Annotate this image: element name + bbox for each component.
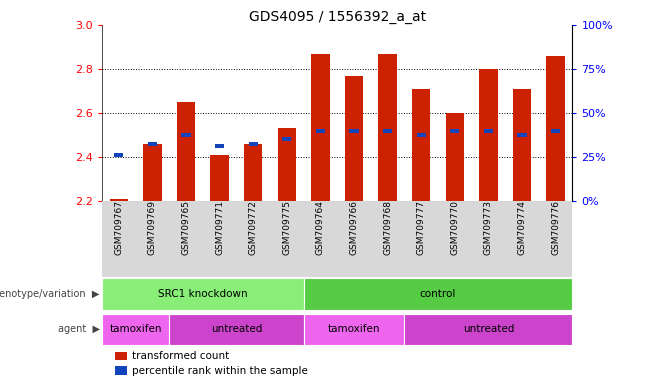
Text: untreated: untreated xyxy=(463,324,514,334)
Bar xyxy=(169,314,303,345)
Bar xyxy=(177,102,195,201)
Bar xyxy=(484,129,493,132)
Bar xyxy=(182,133,191,137)
Text: agent  ▶: agent ▶ xyxy=(58,324,99,334)
Bar xyxy=(349,129,359,132)
Bar xyxy=(378,54,397,201)
Title: GDS4095 / 1556392_a_at: GDS4095 / 1556392_a_at xyxy=(249,10,426,24)
Bar xyxy=(412,89,430,201)
Text: percentile rank within the sample: percentile rank within the sample xyxy=(132,366,307,376)
Bar xyxy=(244,144,263,201)
Bar xyxy=(109,199,128,201)
Bar xyxy=(405,314,572,345)
Bar xyxy=(303,314,405,345)
Bar xyxy=(450,129,459,132)
Text: tamoxifen: tamoxifen xyxy=(328,324,380,334)
Text: transformed count: transformed count xyxy=(132,351,229,361)
Text: genotype/variation  ▶: genotype/variation ▶ xyxy=(0,289,99,299)
Bar xyxy=(114,153,124,157)
Bar xyxy=(215,144,224,148)
Bar xyxy=(282,137,291,141)
Text: untreated: untreated xyxy=(211,324,262,334)
Bar xyxy=(311,54,330,201)
Bar xyxy=(517,133,526,137)
Bar xyxy=(102,278,303,310)
Bar xyxy=(102,314,169,345)
Bar xyxy=(303,278,572,310)
Bar xyxy=(148,142,157,146)
Bar xyxy=(345,76,363,201)
Text: SRC1 knockdown: SRC1 knockdown xyxy=(158,289,247,299)
Bar xyxy=(211,155,229,201)
Bar xyxy=(143,144,162,201)
Bar xyxy=(513,89,531,201)
Bar xyxy=(249,142,258,146)
Text: tamoxifen: tamoxifen xyxy=(109,324,162,334)
Bar xyxy=(278,128,296,201)
Bar xyxy=(551,129,560,132)
Bar xyxy=(417,133,426,137)
Bar xyxy=(316,129,325,132)
Bar xyxy=(479,69,497,201)
Bar xyxy=(546,56,565,201)
Text: control: control xyxy=(420,289,456,299)
Bar xyxy=(383,129,392,132)
Bar xyxy=(445,113,464,201)
